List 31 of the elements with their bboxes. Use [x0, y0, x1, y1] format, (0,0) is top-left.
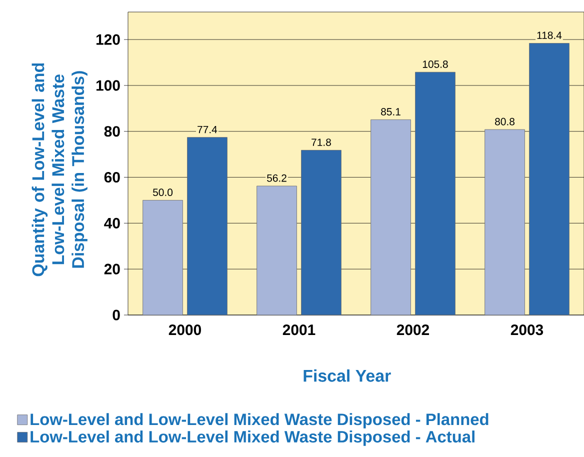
x-tick-label: 2002 [396, 324, 430, 336]
y-tick-label: 80 [104, 126, 120, 137]
data-label: 118.4 [537, 32, 562, 40]
x-tick-label: 2003 [510, 324, 544, 336]
y-tick-label: 60 [104, 172, 120, 183]
y-axis-title: Quantity of Low-Level and Low-Level Mixed Waste Disposal (in Thousands) [32, 63, 88, 276]
bar [529, 43, 570, 315]
data-label: 56.2 [267, 174, 286, 182]
data-label: 85.1 [381, 108, 400, 116]
bar [142, 200, 183, 315]
bar [187, 137, 228, 315]
x-tick-label: 2000 [168, 324, 201, 336]
data-label: 105.8 [422, 60, 448, 68]
y-tick-label: 120 [96, 34, 120, 45]
data-label: 71.8 [312, 138, 331, 146]
bar [484, 129, 525, 315]
y-tick-label: 100 [96, 80, 120, 91]
y-tick-label: 20 [104, 264, 120, 274]
data-label: 80.8 [495, 118, 514, 126]
legend-label: Low-Level and Low-Level Mixed Waste Disposed - Planned [30, 413, 488, 428]
y-tick-label: 40 [104, 218, 120, 228]
data-label: 77.4 [198, 126, 218, 134]
x-axis-title: Fiscal Year [304, 369, 391, 382]
bar [301, 150, 342, 315]
bar [256, 186, 297, 315]
x-tick-label: 2001 [282, 324, 316, 336]
bar [415, 72, 456, 315]
data-label: 50.0 [153, 188, 173, 196]
y-tick-label: 0 [112, 310, 120, 320]
bar [370, 120, 411, 315]
legend-label: Low-Level and Low-Level Mixed Waste Disposed - Actual [30, 430, 474, 446]
